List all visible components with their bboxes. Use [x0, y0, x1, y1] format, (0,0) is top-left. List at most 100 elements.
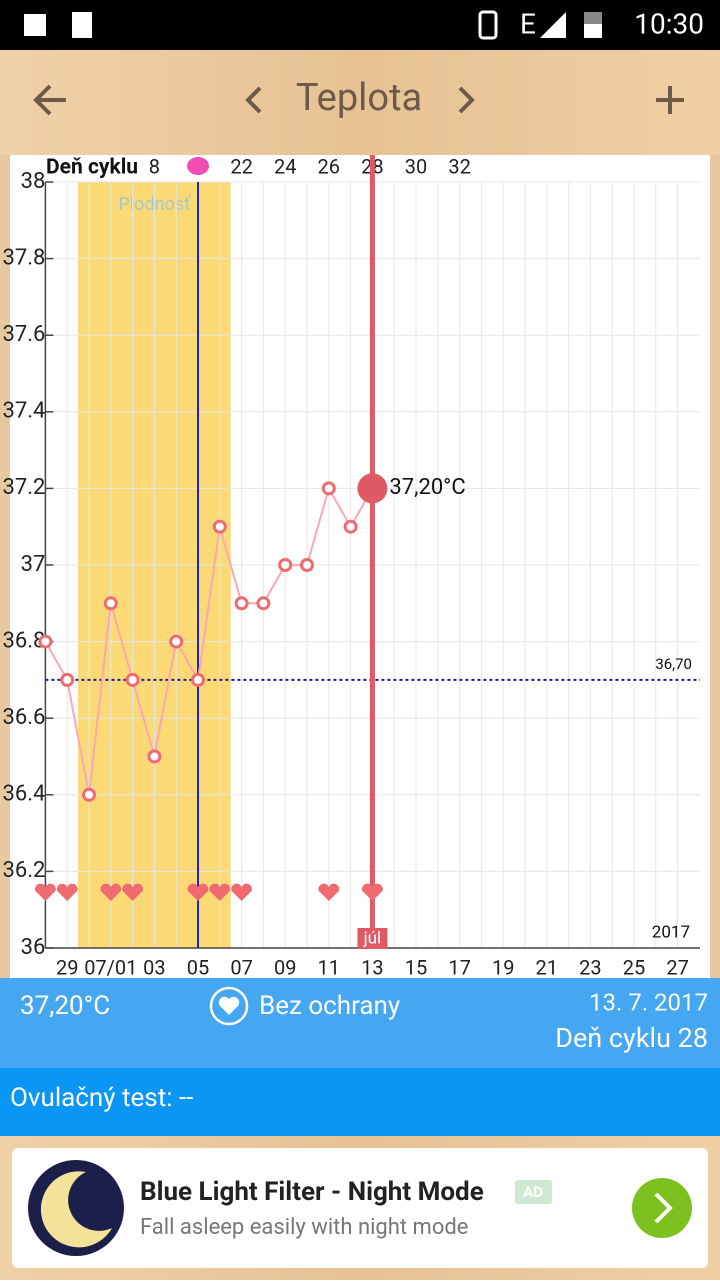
point: [321, 481, 336, 496]
heart: [122, 883, 143, 901]
ovulation-panel: [0, 1068, 720, 1136]
y-tick-label: 36.6: [2, 705, 45, 730]
point: [103, 596, 118, 611]
x-tick-label: 17: [448, 955, 470, 979]
prev-button[interactable]: [245, 86, 262, 114]
x-tick-label: 11: [318, 955, 340, 979]
heart: [231, 883, 252, 901]
point: [169, 634, 184, 649]
header-title: Teplota: [296, 76, 422, 120]
x-tick-label: 27: [666, 955, 688, 979]
frame: [0, 155, 10, 978]
point: [125, 672, 140, 687]
protection-icon: [209, 986, 249, 1026]
ovulation-test: Ovulačný test: --: [10, 1083, 193, 1113]
x-tick-label: 23: [579, 955, 601, 979]
heart: [56, 883, 78, 901]
y-tick-label: 36.8: [2, 628, 45, 653]
point: [191, 672, 205, 687]
y-tick-label: 37.8: [2, 245, 45, 270]
point: [343, 519, 358, 534]
top-tick-label: 8: [149, 154, 160, 178]
vibrate-icon: [478, 10, 498, 40]
point: [82, 787, 96, 802]
ad-subtitle: Fall asleep easily with night mode: [140, 1215, 468, 1240]
y-tick-label: 37.4: [2, 399, 45, 424]
info-protection: Bez ochrany: [259, 991, 400, 1021]
x-tick-label: 19: [492, 955, 514, 979]
ad-badge-box: [515, 1180, 552, 1204]
selected-point: [357, 473, 388, 504]
x-tick-label: 25: [623, 955, 645, 979]
top-axis-title: Deň cyklu: [46, 156, 138, 180]
y-tick-label: 36.4: [2, 782, 45, 807]
point: [60, 672, 75, 687]
x-tick-label: 07: [230, 955, 252, 979]
y-tick-label: 36: [21, 935, 46, 960]
info-date: 13. 7. 2017: [589, 988, 708, 1016]
y-tick-label: 38: [21, 169, 46, 194]
moon: [40, 1171, 112, 1248]
x-tick-label: 07/01: [84, 955, 137, 979]
year-label: 2017: [652, 922, 690, 942]
info-cycle-day: Deň cyklu 28: [555, 1022, 708, 1054]
heart: [362, 883, 383, 901]
heart: [100, 883, 122, 901]
x-tick-label: 29: [56, 955, 78, 979]
ad-card[interactable]: [12, 1148, 708, 1268]
heart: [187, 883, 209, 901]
x-tick-label: 15: [405, 955, 427, 979]
ovulation-icon: [187, 157, 209, 175]
top-tick-label: 26: [318, 154, 340, 178]
point: [234, 596, 249, 611]
x-tick-label: 09: [274, 955, 296, 979]
point: [300, 558, 314, 572]
top-tick-label: 22: [230, 154, 252, 178]
chart: Plodnosť2907/010380507220924112613281530…: [2, 154, 700, 979]
signal-icon: [540, 12, 566, 38]
y-tick-label: 37.2: [2, 475, 45, 500]
y-tick-label: 37.6: [2, 322, 45, 347]
ad-button[interactable]: [632, 1178, 692, 1238]
clock: 10:30: [634, 7, 704, 40]
info-panel: [0, 978, 720, 1068]
top-tick-label: 30: [405, 154, 427, 178]
point: [278, 558, 293, 572]
x-tick-label: 03: [143, 955, 165, 979]
protection-heart: [218, 996, 240, 1015]
frame: [710, 155, 720, 978]
ad-badge: AD: [523, 1183, 543, 1201]
point: [147, 749, 162, 764]
temperature-line: [44, 485, 374, 795]
coverline-label: 36,70: [655, 655, 692, 673]
info-temperature: 37,20°C: [20, 991, 110, 1021]
status-bar: [0, 0, 720, 50]
y-tick-label: 37: [21, 552, 46, 577]
heart: [35, 883, 56, 901]
point: [256, 596, 271, 611]
month-box: [357, 928, 388, 949]
point: [212, 519, 227, 534]
status-icon: [24, 14, 46, 36]
point: [38, 634, 53, 649]
month-label: júl: [363, 928, 382, 948]
x-tick-label: 05: [187, 955, 209, 979]
top-tick-label: 32: [448, 154, 470, 178]
heart: [209, 883, 231, 901]
network: E: [520, 7, 536, 40]
back-button[interactable]: [33, 84, 66, 116]
y-tick-label: 36.2: [2, 858, 45, 883]
selected-label: 37,20°C: [389, 475, 465, 500]
heart: [318, 883, 340, 901]
status-icon: [72, 12, 92, 38]
battery-level: [584, 24, 602, 38]
header: [0, 50, 720, 155]
x-tick-label: 21: [536, 955, 558, 979]
top-tick-label: 24: [274, 154, 296, 178]
ad-title: Blue Light Filter - Night Mode: [140, 1177, 484, 1207]
add-button[interactable]: [656, 86, 684, 114]
next-button[interactable]: [458, 86, 475, 114]
ad-arrow: [654, 1192, 673, 1224]
